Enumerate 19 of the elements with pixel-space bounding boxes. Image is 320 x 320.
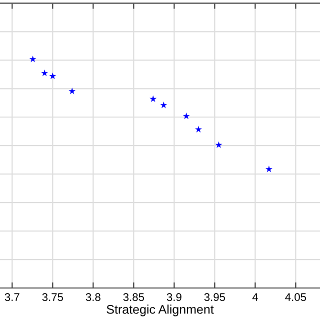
x-tick-label: 3.75 — [42, 293, 64, 302]
x-tick-label: 3.7 — [4, 293, 20, 302]
point — [150, 95, 157, 102]
x-axis-title: Strategic Alignment — [106, 304, 214, 316]
x-tick-label: 3.8 — [86, 293, 100, 302]
x-tick-label: 4 — [252, 293, 258, 301]
point — [160, 102, 168, 108]
x-tick-label: 3.9 — [166, 293, 182, 302]
point — [49, 72, 56, 80]
x-tick-label: 3.95 — [204, 293, 226, 302]
x-tick-label: 3.85 — [123, 293, 144, 302]
point — [68, 88, 76, 94]
point — [265, 166, 272, 172]
x-tick-label: 4.05 — [285, 293, 306, 302]
point — [182, 112, 190, 120]
point — [29, 56, 36, 62]
point — [215, 141, 222, 148]
point — [194, 126, 202, 132]
point — [41, 70, 48, 76]
